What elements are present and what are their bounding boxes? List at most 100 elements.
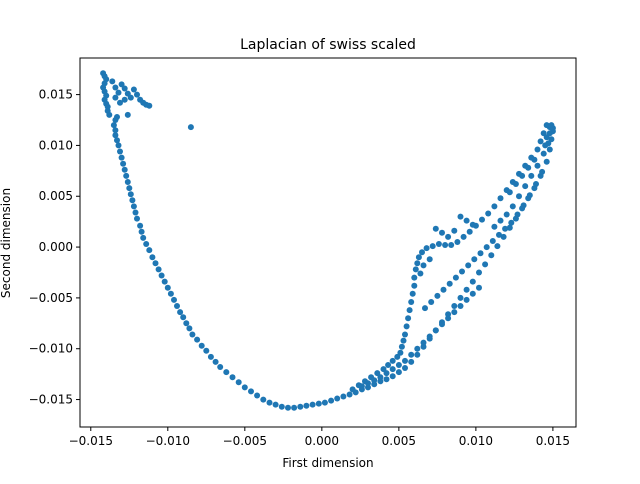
data-point	[121, 166, 128, 173]
data-point	[503, 211, 510, 218]
data-point	[109, 78, 116, 85]
data-point	[132, 209, 139, 216]
data-point	[402, 357, 408, 364]
data-point	[138, 228, 145, 235]
data-point	[155, 266, 162, 273]
data-point	[476, 269, 482, 276]
data-point	[161, 278, 168, 285]
x-axis: −0.015 −0.010 −0.005 0.000 0.005 0.010 0.015	[69, 427, 570, 448]
data-point	[402, 365, 408, 371]
data-point	[129, 197, 136, 204]
data-point	[525, 164, 532, 171]
data-point	[543, 122, 550, 129]
data-point	[408, 299, 415, 305]
data-point	[297, 403, 304, 410]
data-point	[442, 242, 449, 248]
data-point	[454, 239, 461, 245]
data-point	[459, 268, 465, 275]
data-point	[334, 395, 341, 402]
data-point	[405, 315, 412, 322]
plot-frame	[79, 57, 577, 428]
data-point	[110, 122, 117, 129]
data-point	[414, 260, 421, 267]
data-point	[112, 132, 119, 139]
data-point	[340, 393, 347, 400]
data-point	[463, 217, 470, 224]
data-point	[309, 401, 316, 408]
data-point	[112, 94, 119, 101]
data-point	[406, 307, 413, 314]
chart-title: Laplacian of swiss scaled	[240, 37, 416, 53]
data-point	[383, 376, 390, 383]
data-point	[167, 290, 174, 297]
data-point	[235, 379, 242, 386]
data-point	[420, 343, 427, 350]
y-tick-label: −0.005	[29, 291, 73, 305]
data-point	[212, 358, 219, 365]
data-point	[389, 373, 396, 380]
data-point	[285, 404, 291, 411]
data-point	[466, 228, 473, 235]
data-point	[546, 130, 553, 137]
data-point	[415, 254, 422, 261]
y-tick-label: 0.010	[39, 138, 73, 152]
data-point	[497, 195, 504, 202]
data-point	[104, 103, 111, 110]
data-point	[528, 172, 535, 179]
data-point	[426, 333, 433, 340]
data-point	[315, 400, 322, 407]
data-point	[174, 303, 180, 309]
data-point	[533, 181, 539, 187]
data-point	[457, 294, 464, 301]
y-tick-label: 0.005	[39, 189, 73, 203]
data-point	[126, 185, 133, 192]
data-point	[469, 278, 476, 285]
data-point	[465, 262, 472, 269]
data-point	[403, 323, 410, 330]
data-point	[365, 380, 371, 387]
x-tick-label: −0.010	[146, 434, 190, 448]
data-point	[117, 99, 123, 106]
data-point	[508, 219, 515, 226]
data-point	[203, 347, 210, 354]
data-point	[540, 150, 547, 157]
data-point	[130, 203, 137, 210]
data-point	[371, 381, 378, 388]
data-point	[491, 203, 498, 210]
data-point	[177, 309, 184, 316]
data-point	[420, 339, 427, 346]
data-point	[254, 392, 261, 399]
data-point	[488, 252, 495, 259]
x-tick-label: −0.015	[69, 434, 113, 448]
data-point	[171, 296, 177, 303]
data-point	[377, 374, 384, 381]
data-point	[428, 299, 435, 305]
data-point	[537, 138, 544, 145]
data-point	[158, 272, 165, 279]
x-tick-label: 0.015	[536, 434, 570, 448]
data-point	[260, 396, 267, 403]
data-point	[546, 146, 553, 153]
data-point	[217, 364, 224, 370]
data-point	[412, 266, 419, 273]
data-point	[489, 238, 496, 244]
data-point	[164, 284, 171, 291]
data-point	[439, 229, 445, 236]
data-point	[278, 403, 285, 410]
points-layer	[100, 70, 556, 411]
data-point	[189, 331, 196, 338]
data-point	[514, 211, 521, 218]
data-point	[374, 370, 381, 377]
data-point	[303, 402, 310, 409]
data-point	[186, 325, 193, 332]
data-point	[477, 250, 484, 257]
data-point	[445, 233, 452, 240]
data-point	[146, 247, 153, 254]
data-point	[402, 331, 408, 338]
data-point	[389, 357, 396, 364]
data-point	[457, 213, 464, 220]
data-point	[451, 303, 458, 309]
data-point	[120, 160, 127, 167]
